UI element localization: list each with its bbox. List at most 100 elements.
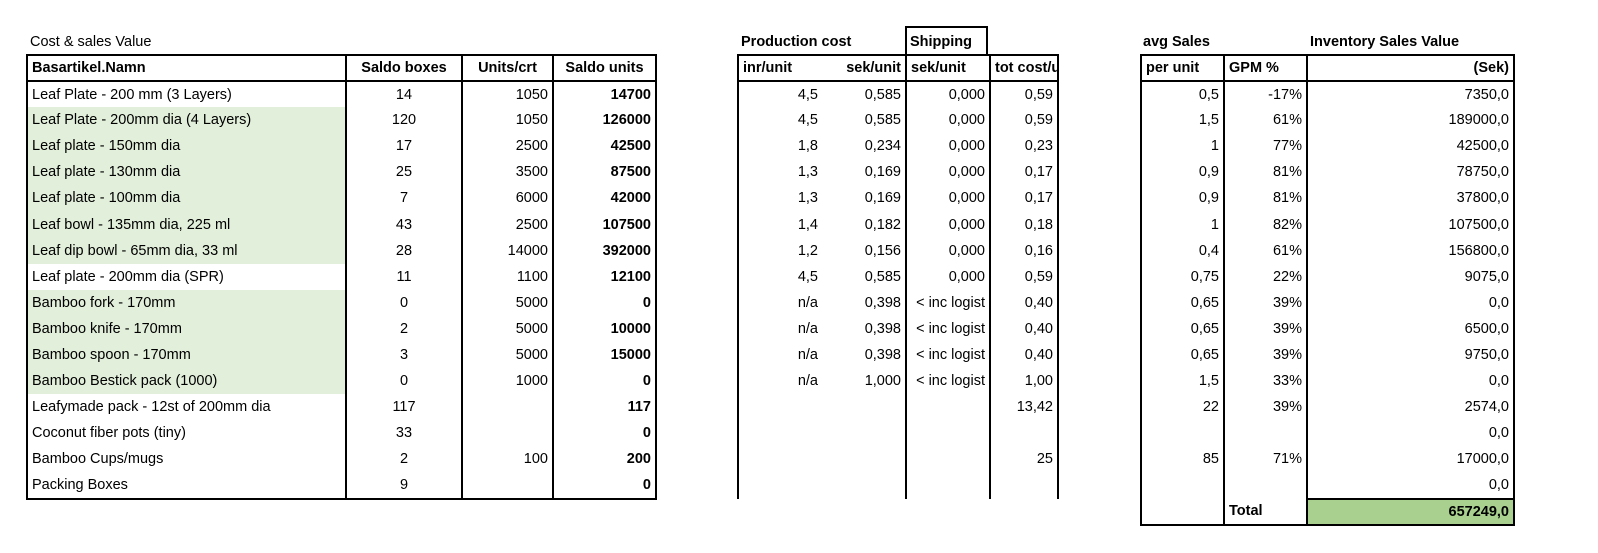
- shipping-sek-unit: 0,000: [906, 107, 991, 134]
- saldo-boxes: 11: [346, 263, 463, 290]
- inventory-sales-value: 0,0: [1307, 368, 1515, 395]
- gpm-percent: 71%: [1224, 446, 1308, 473]
- header-name: Basartikel.Namn: [26, 54, 347, 82]
- inventory-sales-value: 189000,0: [1307, 107, 1515, 134]
- saldo-units: 0: [553, 289, 657, 316]
- total-value: 657249,0: [1307, 497, 1515, 526]
- saldo-boxes: 17: [346, 133, 463, 160]
- item-name: Bamboo knife - 170mm: [26, 315, 347, 342]
- units-crt: [462, 472, 554, 500]
- units-crt: 2500: [462, 211, 554, 238]
- sek-unit: 0,234: [822, 133, 907, 160]
- saldo-units: 0: [553, 368, 657, 395]
- avg-sales-per-unit: 0,65: [1140, 289, 1225, 316]
- inventory-sales-value: 0,0: [1307, 420, 1515, 447]
- inr-unit: 4,5: [737, 263, 822, 290]
- saldo-units: 117: [553, 394, 657, 421]
- shipping-sek-unit: 0,000: [906, 237, 991, 264]
- gpm-percent: 39%: [1224, 315, 1308, 342]
- item-name: Coconut fiber pots (tiny): [26, 420, 347, 447]
- inventory-sales-value: 37800,0: [1307, 185, 1515, 212]
- table-row: Leafymade pack - 12st of 200mm dia 117 117: [26, 394, 657, 421]
- table-row: 1,3 0,169 0,000 0,17: [737, 185, 1059, 212]
- tot-cost-unit: 0,17: [990, 159, 1059, 186]
- table-row: 4,5 0,585 0,000 0,59: [737, 263, 1059, 290]
- sek-unit: 0,156: [822, 237, 907, 264]
- avg-sales-per-unit: 0,65: [1140, 341, 1225, 369]
- saldo-units: 392000: [553, 237, 657, 264]
- inventory-sales-value: 107500,0: [1307, 211, 1515, 238]
- inr-unit: 1,8: [737, 133, 822, 160]
- saldo-boxes: 7: [346, 185, 463, 212]
- header-per-unit: per unit: [1140, 54, 1225, 82]
- inr-unit: 4,5: [737, 107, 822, 134]
- header-gpm: GPM %: [1224, 54, 1308, 82]
- units-crt: 1050: [462, 107, 554, 134]
- saldo-boxes: 117: [346, 394, 463, 421]
- units-crt: 6000: [462, 185, 554, 212]
- units-crt: 100: [462, 446, 554, 473]
- saldo-boxes: 0: [346, 289, 463, 316]
- item-name: Leaf plate - 130mm dia: [26, 159, 347, 186]
- table-row: n/a 0,398 < inc logist 0,40: [737, 341, 1059, 369]
- shipping-sek-unit: 0,000: [906, 185, 991, 212]
- shipping-sek-unit: < inc logist: [906, 368, 991, 395]
- inr-unit: [737, 420, 822, 447]
- avg-sales-per-unit: [1140, 420, 1225, 447]
- header-ship-sek-unit: sek/unit: [906, 54, 991, 82]
- inventory-sales-value: 7350,0: [1307, 81, 1515, 108]
- table-row: Bamboo knife - 170mm 2 5000 10000: [26, 315, 657, 342]
- saldo-units: 0: [553, 472, 657, 500]
- item-name: Bamboo Cups/mugs: [26, 446, 347, 473]
- item-name: Leafymade pack - 12st of 200mm dia: [26, 394, 347, 421]
- table-row: 0,9 81% 78750,0: [1140, 159, 1515, 186]
- shipping-caption: Shipping: [905, 26, 988, 54]
- gpm-percent: 22%: [1224, 263, 1308, 290]
- tot-cost-unit: 0,40: [990, 289, 1059, 316]
- table-row: 1,8 0,234 0,000 0,23: [737, 133, 1059, 160]
- shipping-sek-unit: 0,000: [906, 133, 991, 160]
- avg-sales-per-unit: 0,75: [1140, 263, 1225, 290]
- saldo-units: 107500: [553, 211, 657, 238]
- saldo-units: 0: [553, 420, 657, 447]
- units-crt: 1000: [462, 368, 554, 395]
- shipping-sek-unit: 0,000: [906, 263, 991, 290]
- inr-unit: n/a: [737, 341, 822, 369]
- avg-sales-per-unit: 85: [1140, 446, 1225, 473]
- header-tot-cost-unit: tot cost/unit: [990, 54, 1059, 82]
- units-crt: 5000: [462, 289, 554, 316]
- table-row: 1,2 0,156 0,000 0,16: [737, 237, 1059, 264]
- saldo-boxes: 3: [346, 341, 463, 369]
- avg-sales-per-unit: 0,4: [1140, 237, 1225, 264]
- stock-header-row: Basartikel.Namn Saldo boxes Units/crt Sa…: [26, 54, 657, 82]
- saldo-boxes: 43: [346, 211, 463, 238]
- table-row: Bamboo spoon - 170mm 3 5000 15000: [26, 341, 657, 369]
- total-spacer: [1140, 498, 1225, 526]
- inventory-sales-value: 9075,0: [1307, 263, 1515, 290]
- shipping-sek-unit: < inc logist: [906, 341, 991, 369]
- saldo-units: 87500: [553, 159, 657, 186]
- saldo-units: 42000: [553, 185, 657, 212]
- inr-unit: 4,5: [737, 81, 822, 108]
- table-row: 0,65 39% 9750,0: [1140, 341, 1515, 369]
- avg-sales-per-unit: 0,5: [1140, 81, 1225, 108]
- saldo-boxes: 120: [346, 107, 463, 134]
- table-row: 1,3 0,169 0,000 0,17: [737, 159, 1059, 186]
- inr-unit: n/a: [737, 368, 822, 395]
- item-name: Leaf plate - 150mm dia: [26, 133, 347, 160]
- tot-cost-unit: 0,59: [990, 263, 1059, 290]
- saldo-units: 14700: [553, 81, 657, 108]
- sek-unit: 0,398: [822, 289, 907, 316]
- header-sek-unit: sek/unit: [822, 54, 907, 82]
- avg-sales-caption: avg Sales: [1143, 34, 1210, 50]
- inventory-sales-value: 42500,0: [1307, 133, 1515, 160]
- inr-unit: n/a: [737, 289, 822, 316]
- saldo-boxes: 14: [346, 81, 463, 108]
- header-inr-unit: inr/unit: [737, 54, 822, 82]
- shipping-sek-unit: [906, 394, 991, 421]
- tot-cost-unit: 13,42: [990, 394, 1059, 421]
- units-crt: [462, 420, 554, 447]
- inventory-sales-value-caption: Inventory Sales Value: [1310, 34, 1460, 50]
- item-name: Leaf Plate - 200mm dia (4 Layers): [26, 107, 347, 134]
